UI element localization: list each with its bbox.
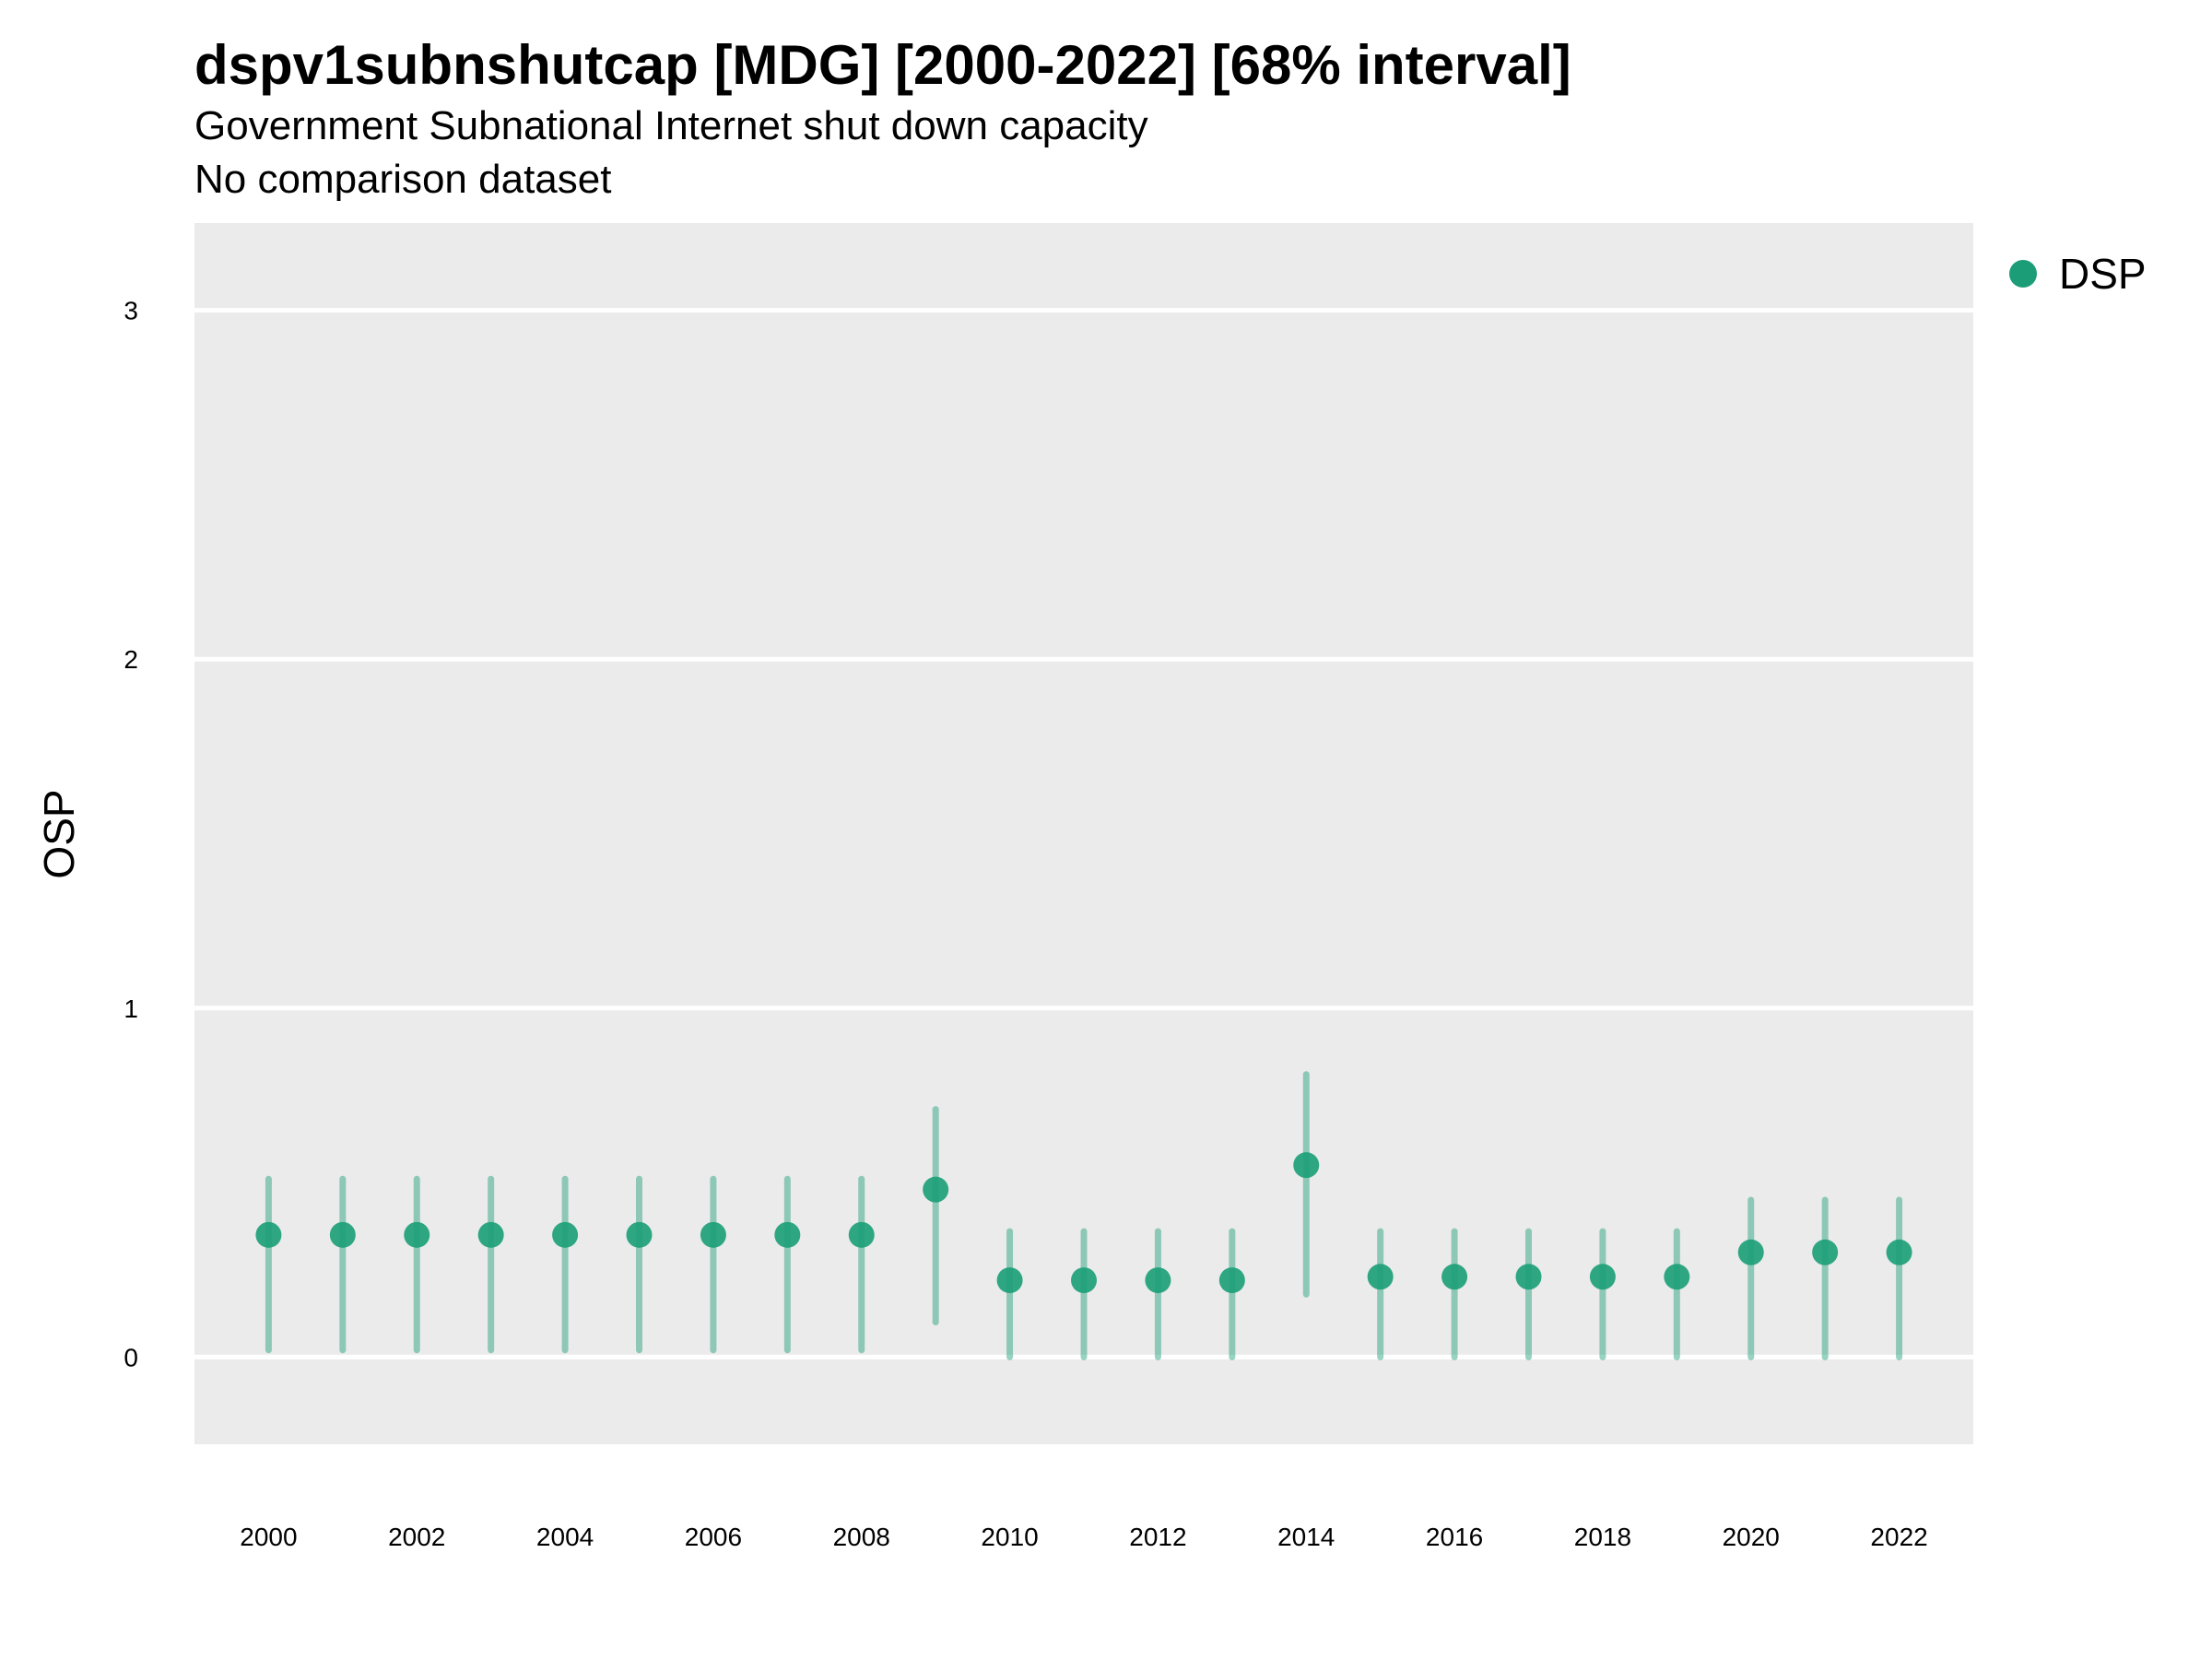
x-tick-labels: 2000 2002 2004 2006 2008 2010 2012 2014 2016 2018… — [240, 1523, 1927, 1551]
y-tick-label: 0 — [124, 1343, 138, 1371]
data-point — [1515, 1264, 1542, 1290]
data-point — [1664, 1264, 1690, 1290]
x-tick-label: 2018 — [1574, 1523, 1631, 1551]
y-tick-label: 1 — [124, 994, 138, 1023]
data-point — [1737, 1239, 1764, 1265]
chart-subtitle: Government Subnational Internet shut dow… — [194, 103, 1148, 148]
data-point — [1218, 1267, 1245, 1294]
data-point — [774, 1221, 801, 1248]
data-point — [848, 1221, 875, 1248]
data-point — [1293, 1152, 1320, 1179]
data-point — [477, 1221, 504, 1248]
data-point — [1886, 1239, 1912, 1265]
data-point — [1589, 1264, 1616, 1290]
data-point — [329, 1221, 356, 1248]
x-tick-label: 2010 — [981, 1523, 1038, 1551]
error-bars — [265, 1071, 1903, 1360]
legend-dsp-label: DSP — [2059, 250, 2147, 298]
data-point — [255, 1221, 282, 1248]
data-points — [255, 1152, 1912, 1294]
y-tick-label: 3 — [124, 297, 138, 325]
data-point — [923, 1176, 949, 1203]
data-point — [996, 1267, 1023, 1294]
data-point — [404, 1221, 430, 1248]
x-tick-label: 2000 — [240, 1523, 297, 1551]
data-point — [1367, 1264, 1394, 1290]
y-gridlines — [194, 308, 1973, 1359]
data-point — [626, 1221, 653, 1248]
x-tick-label: 2006 — [685, 1523, 742, 1551]
chart-title: dspv1subnshutcap [MDG] [2000-2022] [68% … — [194, 34, 1571, 96]
data-point — [700, 1221, 726, 1248]
legend: DSP — [2009, 249, 2147, 299]
y-axis-label: OSP — [35, 789, 83, 878]
x-tick-label: 2020 — [1723, 1523, 1780, 1551]
x-tick-label: 2014 — [1277, 1523, 1335, 1551]
x-tick-label: 2022 — [1870, 1523, 1927, 1551]
x-tick-label: 2008 — [833, 1523, 890, 1551]
data-point — [1441, 1264, 1468, 1290]
legend-dsp-marker — [2009, 260, 2037, 288]
data-point — [552, 1221, 579, 1248]
data-point — [1812, 1239, 1839, 1265]
chart-comparison-note: No comparison dataset — [194, 157, 612, 202]
y-tick-label: 2 — [124, 645, 138, 674]
y-tick-labels: 0 1 2 3 — [124, 297, 138, 1372]
x-tick-label: 2002 — [388, 1523, 445, 1551]
data-point — [1145, 1267, 1171, 1294]
x-tick-label: 2016 — [1426, 1523, 1483, 1551]
x-tick-label: 2004 — [536, 1523, 594, 1551]
data-point — [1071, 1267, 1097, 1294]
x-tick-label: 2012 — [1129, 1523, 1186, 1551]
